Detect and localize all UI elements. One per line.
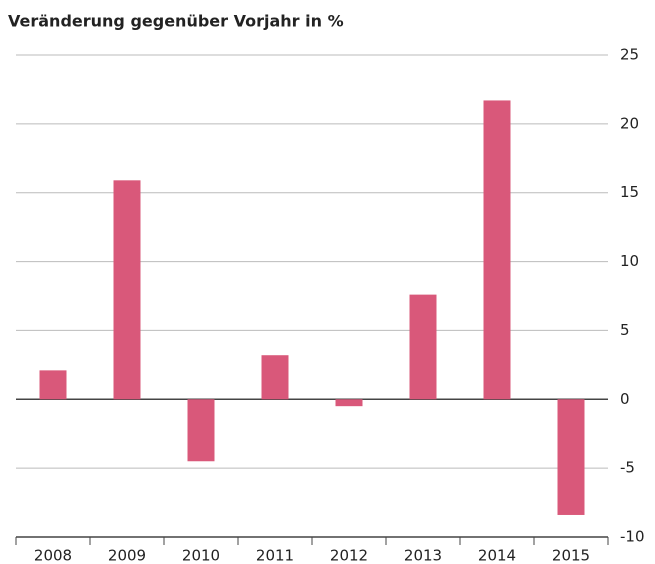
y-tick-label: 10: [620, 252, 639, 270]
x-tick-label: 2009: [108, 547, 146, 564]
bar: [187, 399, 215, 462]
y-tick-label: 0: [620, 390, 630, 408]
bar: [261, 355, 289, 400]
x-tick-label: 2013: [404, 547, 442, 564]
x-tick-label: 2015: [552, 547, 590, 564]
bar: [335, 399, 363, 407]
x-tick-label: 2014: [478, 547, 516, 564]
x-tick-label: 2010: [182, 547, 220, 564]
y-tick-label: 20: [620, 114, 639, 132]
x-tick-label: 2011: [256, 547, 294, 564]
chart-title: Veränderung gegenüber Vorjahr in %: [8, 12, 344, 31]
bar: [409, 294, 437, 400]
bar: [39, 370, 67, 400]
y-tick-label: -10: [620, 528, 645, 546]
y-tick-label: 25: [620, 46, 639, 64]
y-tick-label: -5: [620, 459, 635, 477]
bar: [483, 100, 511, 400]
bar: [557, 399, 585, 515]
x-tick-label: 2008: [34, 547, 72, 564]
bar: [113, 180, 141, 400]
y-tick-label: 15: [620, 183, 639, 201]
y-tick-label: 5: [620, 321, 630, 339]
x-tick-label: 2012: [330, 547, 368, 564]
